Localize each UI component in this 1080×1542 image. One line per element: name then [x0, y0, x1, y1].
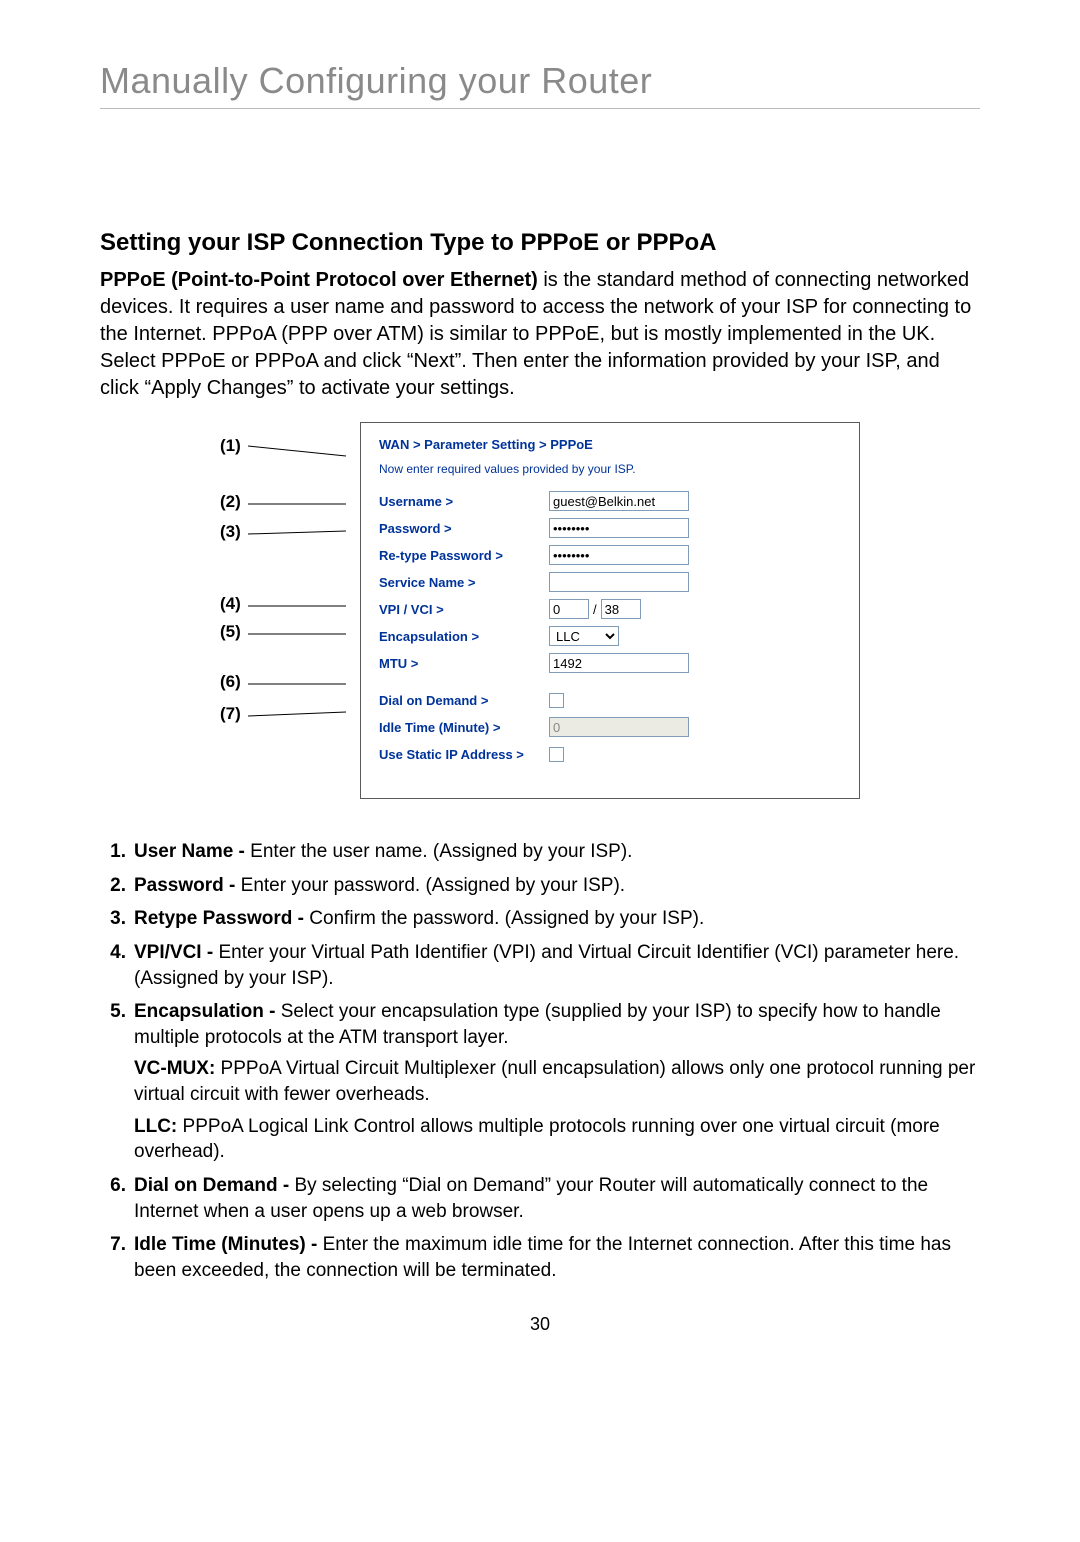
username-input[interactable] — [549, 491, 689, 511]
definition-extra: LLC: PPPoA Logical Link Control allows m… — [134, 1114, 980, 1165]
definition-extra-text: PPPoA Virtual Circuit Multiplexer (null … — [134, 1058, 975, 1105]
definition-item: 3.Retype Password - Confirm the password… — [100, 906, 980, 932]
idle-time-label: Idle Time (Minute) > — [379, 720, 549, 735]
callout-7: (7) — [220, 704, 241, 724]
breadcrumb: WAN > Parameter Setting > PPPoE — [379, 437, 841, 452]
retype-password-input[interactable] — [549, 545, 689, 565]
service-name-label: Service Name > — [379, 575, 549, 590]
definition-desc: Enter your Virtual Path Identifier (VPI)… — [134, 942, 959, 989]
dial-on-demand-label: Dial on Demand > — [379, 693, 549, 708]
vpi-vci-label: VPI / VCI > — [379, 602, 549, 617]
vci-input[interactable] — [601, 599, 641, 619]
settings-panel: WAN > Parameter Setting > PPPoE Now ente… — [360, 422, 860, 799]
definition-body: Dial on Demand - By selecting “Dial on D… — [134, 1173, 980, 1224]
service-name-input[interactable] — [549, 572, 689, 592]
definition-item: 5.Encapsulation - Select your encapsulat… — [100, 999, 980, 1165]
definition-item: 4.VPI/VCI - Enter your Virtual Path Iden… — [100, 940, 980, 991]
password-label: Password > — [379, 521, 549, 536]
definition-desc: Enter the user name. (Assigned by your I… — [250, 841, 632, 862]
definition-body: User Name - Enter the user name. (Assign… — [134, 839, 980, 865]
use-static-ip-label: Use Static IP Address > — [379, 747, 549, 762]
definition-extra-text: PPPoA Logical Link Control allows multip… — [134, 1116, 940, 1163]
definition-body: VPI/VCI - Enter your Virtual Path Identi… — [134, 940, 980, 991]
definition-number: 3. — [100, 906, 134, 932]
intro-paragraph: PPPoE (Point-to-Point Protocol over Ethe… — [100, 267, 980, 402]
callout-3: (3) — [220, 522, 241, 542]
retype-password-label: Re-type Password > — [379, 548, 549, 563]
callout-4: (4) — [220, 594, 241, 614]
definition-term: User Name - — [134, 841, 250, 862]
mtu-input[interactable] — [549, 653, 689, 673]
definition-item: 2.Password - Enter your password. (Assig… — [100, 873, 980, 899]
page-title: Manually Configuring your Router — [100, 60, 980, 109]
mtu-label: MTU > — [379, 656, 549, 671]
idle-time-input[interactable] — [549, 717, 689, 737]
definition-body: Retype Password - Confirm the password. … — [134, 906, 980, 932]
definition-term: Password - — [134, 875, 241, 896]
vpi-input[interactable] — [549, 599, 589, 619]
definition-extra-term: VC-MUX: — [134, 1058, 215, 1079]
definition-item: 6.Dial on Demand - By selecting “Dial on… — [100, 1173, 980, 1224]
encapsulation-select[interactable]: LLC — [549, 626, 619, 646]
definition-item: 7.Idle Time (Minutes) - Enter the maximu… — [100, 1232, 980, 1283]
definition-desc: Confirm the password. (Assigned by your … — [309, 908, 704, 929]
intro-term: PPPoE (Point-to-Point Protocol over Ethe… — [100, 269, 538, 291]
panel-hint: Now enter required values provided by yo… — [379, 462, 841, 476]
definition-body: Encapsulation - Select your encapsulatio… — [134, 999, 980, 1165]
definition-body: Idle Time (Minutes) - Enter the maximum … — [134, 1232, 980, 1283]
encapsulation-label: Encapsulation > — [379, 629, 549, 644]
definition-extra: VC-MUX: PPPoA Virtual Circuit Multiplexe… — [134, 1056, 980, 1107]
definition-term: Retype Password - — [134, 908, 309, 929]
definition-desc: Enter your password. (Assigned by your I… — [241, 875, 625, 896]
definition-term: Encapsulation - — [134, 1001, 281, 1022]
definition-number: 5. — [100, 999, 134, 1165]
definition-number: 1. — [100, 839, 134, 865]
definition-term: VPI/VCI - — [134, 942, 218, 963]
callout-2: (2) — [220, 492, 241, 512]
page-number: 30 — [100, 1314, 980, 1335]
definition-body: Password - Enter your password. (Assigne… — [134, 873, 980, 899]
definition-extra-term: LLC: — [134, 1116, 177, 1137]
definition-number: 2. — [100, 873, 134, 899]
definition-number: 4. — [100, 940, 134, 991]
config-figure: (1) (2) (3) (4) (5) (6) — [220, 422, 860, 799]
use-static-ip-checkbox[interactable] — [549, 747, 564, 762]
username-label: Username > — [379, 494, 549, 509]
vpi-vci-separator: / — [593, 602, 597, 617]
dial-on-demand-checkbox[interactable] — [549, 693, 564, 708]
callout-5: (5) — [220, 622, 241, 642]
definitions-list: 1.User Name - Enter the user name. (Assi… — [100, 839, 980, 1284]
definition-item: 1.User Name - Enter the user name. (Assi… — [100, 839, 980, 865]
callout-6: (6) — [220, 672, 241, 692]
password-input[interactable] — [549, 518, 689, 538]
section-heading: Setting your ISP Connection Type to PPPo… — [100, 229, 980, 257]
callout-1: (1) — [220, 436, 241, 456]
definition-number: 6. — [100, 1173, 134, 1224]
definition-term: Idle Time (Minutes) - — [134, 1234, 323, 1255]
definition-term: Dial on Demand - — [134, 1175, 294, 1196]
definition-number: 7. — [100, 1232, 134, 1283]
